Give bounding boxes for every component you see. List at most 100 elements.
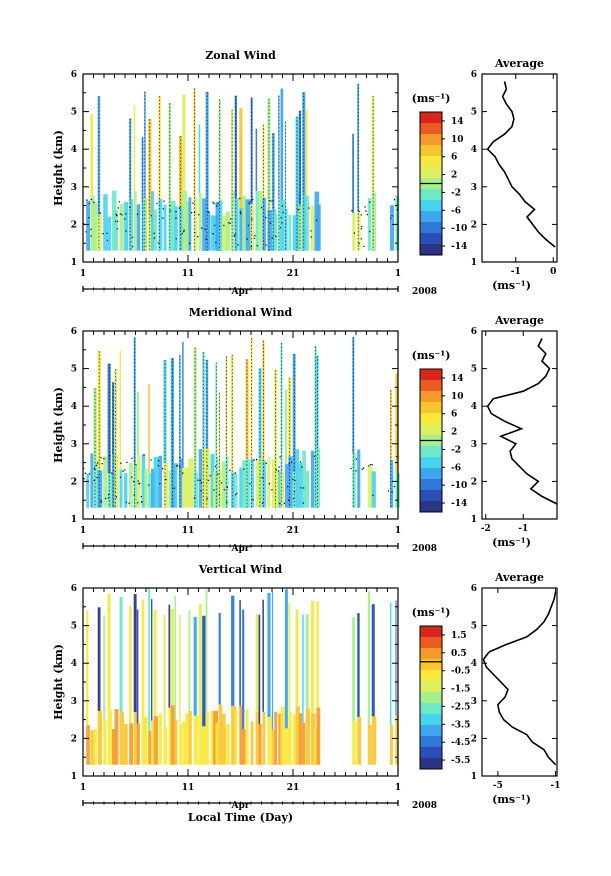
heatmap-cells bbox=[82, 337, 400, 508]
heatmap-cell bbox=[198, 193, 202, 251]
contour-dot bbox=[351, 210, 353, 212]
heatmap-cell bbox=[311, 713, 316, 765]
colorbar-swatch bbox=[420, 167, 442, 179]
heatmap-cell bbox=[198, 449, 203, 508]
contour-dot bbox=[115, 496, 118, 498]
contour-dot bbox=[302, 502, 305, 504]
contour-dot bbox=[131, 476, 133, 478]
heatmap-cell bbox=[271, 133, 275, 210]
contour-dot bbox=[193, 211, 196, 213]
heatmap-cell bbox=[352, 721, 357, 765]
contour-dot bbox=[246, 238, 248, 240]
contour-dot bbox=[159, 483, 161, 485]
heatmap-cell bbox=[231, 595, 235, 706]
x-tick-label: 11 bbox=[182, 783, 195, 793]
colorbar-frame bbox=[419, 625, 443, 770]
heatmap-cell bbox=[352, 617, 355, 722]
heatmap-cell bbox=[267, 592, 271, 717]
average-panel: Average 1 2 3 4 5 6 -1 0 (ms⁻¹) bbox=[471, 57, 558, 292]
contour-dot bbox=[102, 232, 104, 235]
heatmap-cell bbox=[395, 373, 399, 474]
heatmap-cell bbox=[170, 608, 174, 705]
contour-dot bbox=[360, 214, 362, 216]
heatmap-cell bbox=[367, 198, 371, 251]
contour-dot bbox=[299, 461, 302, 463]
average-y-tick-label: 6 bbox=[471, 584, 477, 594]
contour-dot bbox=[103, 458, 105, 460]
colorbar-swatch bbox=[420, 156, 442, 168]
heatmap-cell bbox=[305, 470, 310, 508]
contour-dot bbox=[83, 478, 85, 480]
contour-dot bbox=[156, 202, 158, 205]
heatmap-cell bbox=[352, 453, 356, 508]
heatmap-cell bbox=[202, 198, 207, 251]
contour-dot bbox=[292, 478, 294, 480]
contour-dot bbox=[162, 217, 164, 219]
contour-dot bbox=[114, 220, 117, 223]
heatmap-cell bbox=[129, 118, 132, 199]
heatmap-cell bbox=[119, 597, 123, 713]
heatmap-cell bbox=[255, 711, 260, 765]
y-tick-label: 4 bbox=[71, 402, 77, 412]
heatmap-cell bbox=[144, 716, 148, 765]
heatmap-cell bbox=[151, 468, 156, 508]
contour-dot bbox=[125, 230, 127, 232]
y-tick-label: 5 bbox=[71, 108, 77, 118]
y-tick-label: 6 bbox=[71, 327, 77, 337]
heatmap-cell bbox=[250, 721, 254, 765]
heatmap-cell bbox=[280, 706, 286, 765]
heatmap-cell bbox=[202, 615, 206, 727]
heatmap-cell bbox=[357, 449, 361, 508]
average-x-tick-label: -5 bbox=[493, 781, 503, 791]
contour-dot bbox=[204, 228, 206, 231]
heatmap-cell bbox=[193, 616, 197, 716]
contour-dot bbox=[391, 215, 393, 217]
heatmap-cell bbox=[267, 717, 273, 765]
chart-title: Zonal Wind bbox=[205, 49, 276, 62]
heatmap-cell bbox=[144, 468, 148, 508]
contour-dot bbox=[387, 490, 390, 492]
heatmap-cell bbox=[262, 197, 266, 251]
contour-dot bbox=[253, 459, 255, 461]
colorbar-swatch bbox=[420, 659, 442, 671]
contour-dot bbox=[294, 479, 296, 482]
contour-dot bbox=[358, 242, 360, 245]
heatmap-cell bbox=[258, 458, 263, 508]
heatmap-cell bbox=[255, 613, 259, 712]
contour-dot bbox=[157, 460, 160, 462]
heatmap-cell bbox=[234, 710, 238, 765]
heatmap-cell bbox=[103, 719, 107, 765]
colorbar-swatch bbox=[420, 413, 442, 425]
heatmap-cell bbox=[205, 589, 208, 713]
average-x-label: (ms⁻¹) bbox=[492, 279, 531, 292]
contour-dot bbox=[198, 214, 200, 216]
heatmap-cell bbox=[305, 195, 309, 251]
contour-dot bbox=[288, 463, 290, 465]
y-tick-label: 1 bbox=[71, 772, 77, 782]
average-frame bbox=[481, 73, 558, 263]
heatmap-cell bbox=[262, 124, 265, 198]
colorbar-swatch bbox=[420, 134, 442, 146]
contour-dot bbox=[175, 238, 177, 240]
heatmap-cell bbox=[280, 343, 283, 473]
heatmap-cell bbox=[136, 609, 139, 724]
month-label: Apr bbox=[230, 287, 249, 297]
contour-dot bbox=[176, 464, 179, 467]
heatmap-cell bbox=[133, 105, 136, 192]
average-y-tick-label: 1 bbox=[471, 515, 477, 525]
contour-dot bbox=[99, 212, 102, 214]
colorbar-swatch bbox=[420, 424, 442, 436]
contour-dot bbox=[96, 476, 99, 479]
contour-dot bbox=[200, 482, 203, 484]
colorbar-swatch bbox=[420, 233, 442, 245]
heatmap-cell bbox=[168, 103, 172, 208]
heatmap-cell bbox=[193, 347, 197, 473]
contour-dot bbox=[393, 199, 396, 201]
heatmap-cell bbox=[163, 360, 167, 463]
contour-dot bbox=[88, 202, 91, 205]
heatmap-cell bbox=[274, 711, 278, 765]
contour-dot bbox=[391, 491, 393, 493]
average-x-tick-label: -1 bbox=[551, 781, 561, 791]
heatmap-cell bbox=[182, 721, 187, 765]
contour-dot bbox=[249, 201, 251, 203]
